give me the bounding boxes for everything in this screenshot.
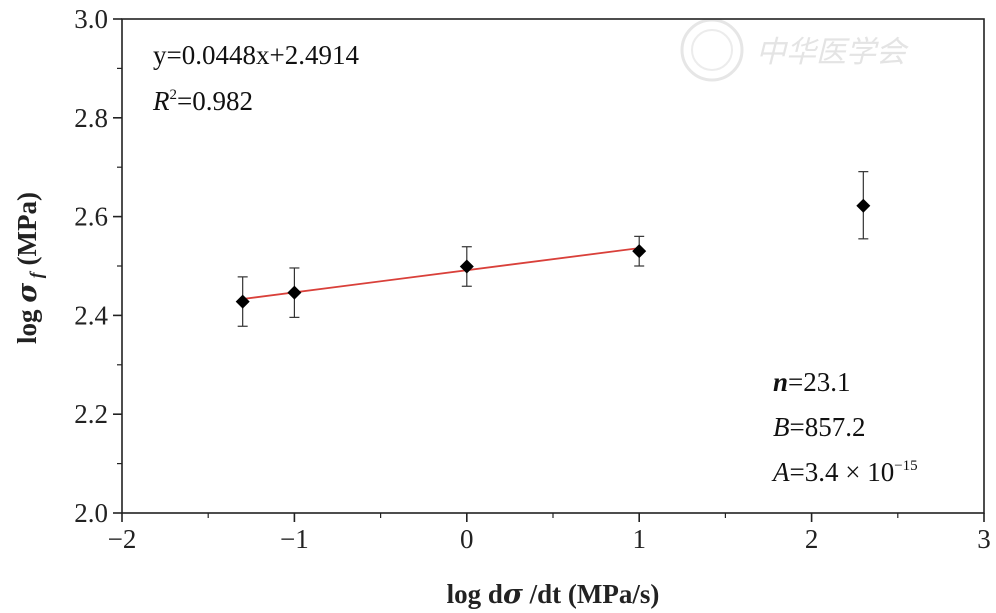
fit-line [242,247,640,300]
data-points-layer [235,171,871,327]
x-axis: −2 −1 0 1 2 3 [108,513,991,554]
fit-line-layer [242,247,640,300]
r-squared: R2=0.982 [152,86,253,116]
x-tick-label: 0 [460,524,474,554]
watermark: 中华医学会 [680,18,909,82]
point-marker [235,294,250,309]
watermark-seal [680,18,744,82]
data-point [632,235,647,267]
y-tick-label: 2.2 [74,399,108,429]
x-axis-title: log dσ /dt (MPa/s) [447,579,660,610]
param-n: n=23.1 [773,367,851,397]
point-marker [856,198,871,213]
watermark-text: 中华医学会 [756,35,909,70]
fit-equation: y=0.0448x+2.4914 [153,40,359,70]
y-axis-title: log σ f (MPa) [12,192,46,344]
param-b: B=857.2 [773,412,865,442]
y-axis: 2.0 2.2 2.4 2.6 2.8 3.0 [74,4,122,528]
x-tick-label: 3 [977,524,991,554]
data-point [856,171,871,240]
point-marker [459,259,474,274]
param-a: A=3.4 × 10−15 [771,457,918,487]
point-marker [632,244,647,259]
data-point [459,246,474,287]
data-point [235,276,250,327]
y-tick-label: 2.0 [74,498,108,528]
data-point [287,267,302,318]
y-tick-label: 2.8 [74,103,108,133]
x-tick-label: −1 [280,524,309,554]
x-tick-label: 1 [632,524,646,554]
x-tick-label: −2 [108,524,137,554]
x-tick-label: 2 [805,524,819,554]
y-tick-label: 3.0 [74,4,108,34]
y-tick-label: 2.6 [74,202,108,232]
y-tick-label: 2.4 [74,300,108,330]
point-marker [287,285,302,300]
